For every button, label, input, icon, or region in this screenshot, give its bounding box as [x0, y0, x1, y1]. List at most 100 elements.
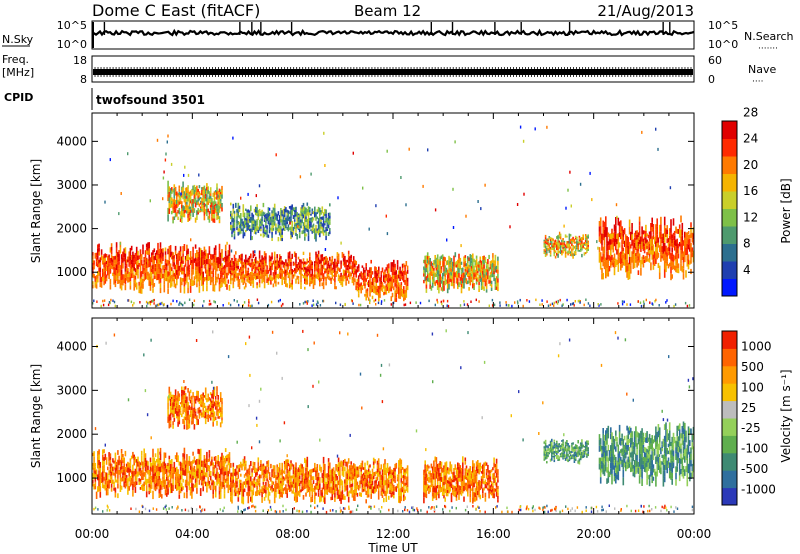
echo-cell	[168, 246, 171, 250]
echo-cell	[311, 304, 313, 307]
echo-cell	[201, 279, 203, 286]
echo-cell	[201, 463, 203, 467]
echo-cell	[173, 202, 176, 206]
echo-cell	[184, 196, 187, 199]
echo-cell	[171, 282, 173, 287]
echo-cell	[133, 470, 135, 477]
echo-cell	[186, 473, 188, 480]
echo-cell	[232, 222, 235, 228]
echo-cell	[104, 266, 107, 271]
echo-cell	[549, 239, 552, 241]
echo-cell	[98, 475, 100, 481]
echo-cell	[630, 256, 632, 262]
echo-cell	[415, 301, 417, 304]
echo-cell	[457, 267, 459, 271]
echo-cell	[494, 284, 497, 290]
echo-cell	[109, 466, 112, 470]
echo-cell	[306, 279, 309, 282]
echo-cell	[613, 260, 616, 268]
echo-cell	[526, 299, 528, 302]
echo-cell	[238, 221, 241, 225]
echo-cell	[241, 260, 243, 265]
echo-cell	[202, 201, 204, 205]
echo-cell	[547, 304, 550, 307]
echo-cell	[370, 281, 372, 286]
echo-cell	[125, 263, 128, 268]
echo-cell	[558, 250, 561, 253]
echo-cell	[306, 274, 309, 277]
echo-cell	[682, 262, 685, 269]
echo-cell	[449, 260, 451, 265]
echo-cell	[648, 240, 651, 244]
echo-cell	[132, 471, 134, 478]
echo-cell	[181, 466, 183, 471]
echo-cell	[242, 264, 245, 268]
echo-cell	[248, 491, 251, 497]
echo-cell	[117, 273, 119, 279]
echo-cell	[187, 213, 189, 218]
freq-unit-label: [MHz]	[2, 66, 34, 79]
echo-cell	[562, 249, 564, 252]
echo-cell	[211, 197, 213, 203]
echo-cell	[304, 214, 306, 219]
echo-cell	[625, 266, 627, 273]
echo-cell	[208, 210, 211, 215]
echo-cell	[260, 259, 262, 263]
echo-cell	[675, 226, 677, 234]
echo-cell	[206, 194, 208, 198]
echo-cell	[214, 265, 217, 271]
echo-cell	[455, 277, 458, 281]
echo-cell	[167, 180, 169, 188]
echo-cell	[95, 275, 98, 280]
echo-cell	[441, 273, 444, 280]
echo-cell	[564, 251, 567, 255]
echo-cell	[184, 460, 187, 465]
echo-cell	[467, 259, 469, 264]
echo-cell	[94, 276, 97, 282]
echo-cell	[222, 471, 224, 477]
echo-cell	[472, 283, 474, 289]
echo-cell	[631, 234, 633, 240]
echo-cell	[440, 300, 442, 304]
echo-cell	[660, 216, 662, 225]
echo-cell	[319, 224, 321, 229]
echo-cell	[245, 460, 247, 464]
echo-cell	[566, 242, 568, 245]
echo-cell	[270, 270, 272, 276]
echo-cell	[330, 259, 332, 263]
echo-cell	[494, 260, 497, 267]
echo-cell	[189, 258, 192, 265]
echo-cell	[243, 259, 246, 263]
echo-cell	[198, 279, 201, 287]
echo-cell	[666, 299, 668, 302]
echo-cell	[581, 247, 583, 251]
echo-cell	[213, 218, 216, 223]
echo-cell	[151, 299, 153, 303]
echo-cell	[187, 460, 189, 465]
echo-cell	[324, 220, 326, 224]
echo-cell	[646, 252, 648, 256]
echo-cell	[661, 240, 663, 244]
echo-cell	[147, 246, 149, 251]
echo-cell	[374, 278, 376, 282]
echo-cell	[301, 273, 303, 276]
echo-cell	[286, 212, 288, 216]
echo-cell	[129, 277, 132, 282]
echo-cell	[222, 455, 224, 461]
echo-cell	[325, 281, 327, 286]
echo-cell	[112, 479, 114, 484]
echo-cell	[286, 283, 288, 288]
echo-cell	[261, 209, 263, 213]
echo-cell	[265, 229, 267, 233]
echo-cell	[246, 218, 248, 222]
echo-cell	[635, 230, 637, 234]
echo-cell	[187, 197, 189, 202]
echo-cell	[434, 208, 437, 212]
echo-cell	[448, 261, 450, 267]
echo-cell	[458, 282, 460, 288]
echo-cell	[642, 255, 645, 260]
echo-cell	[108, 260, 110, 264]
echo-cell	[148, 490, 150, 495]
echo-cell	[330, 262, 332, 266]
